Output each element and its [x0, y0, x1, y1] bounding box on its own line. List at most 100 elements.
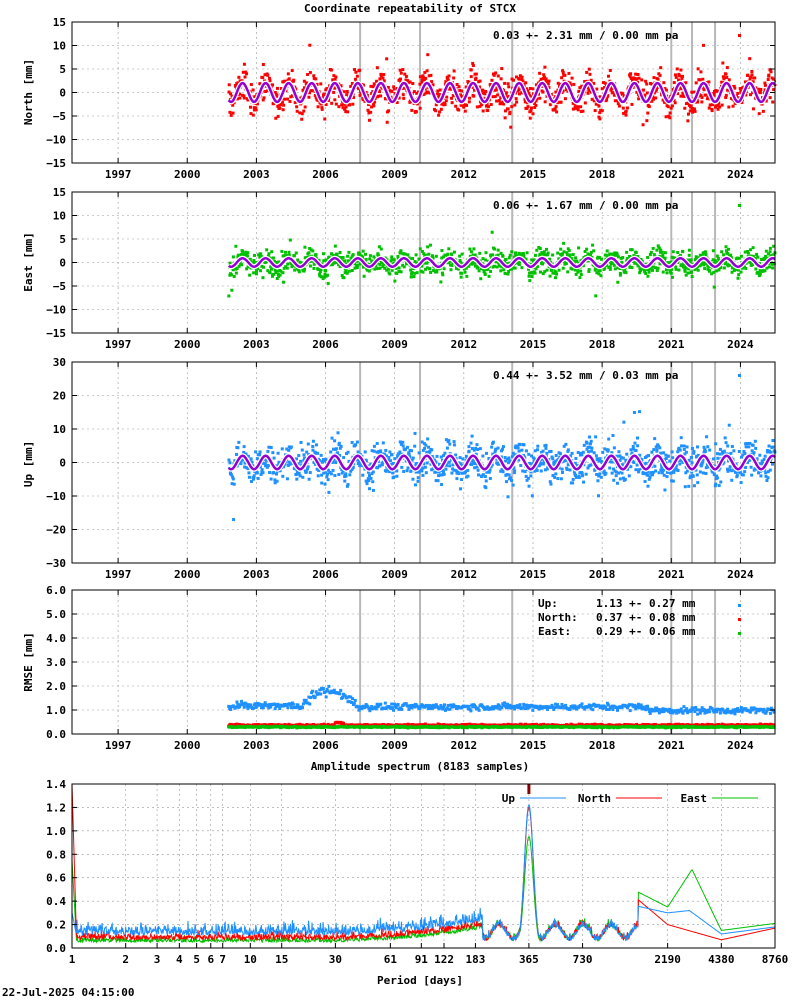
east-data-point [624, 271, 628, 275]
north-data-point [515, 100, 519, 104]
east-data-point [390, 268, 394, 272]
east-data-point [529, 271, 533, 275]
east-data-point [595, 271, 599, 275]
rmse-data-point [238, 704, 242, 708]
up-data-point [539, 462, 543, 466]
east-data-point [477, 269, 481, 273]
up-data-point [740, 455, 744, 459]
up-data-point [369, 462, 373, 466]
east-data-point [574, 256, 578, 260]
north-data-point [704, 93, 708, 97]
rmse-data-point [268, 702, 272, 706]
east-data-point [394, 266, 398, 270]
north-data-point [427, 91, 431, 95]
east-data-point [393, 279, 397, 283]
rmse-data-point [425, 704, 429, 708]
rmse-data-point [611, 708, 615, 712]
rmse-data-point [644, 708, 648, 712]
up-data-point [766, 476, 770, 480]
north-data-point [572, 82, 576, 86]
east-data-point [554, 271, 558, 275]
north-data-point [707, 106, 711, 110]
east-data-point [646, 274, 650, 278]
rmse-data-point [640, 707, 644, 711]
east-data-point [768, 246, 772, 250]
up-data-point [767, 444, 771, 448]
north-data-point [768, 68, 772, 72]
up-data-point [677, 446, 681, 450]
east-data-point [533, 271, 537, 275]
rmse-data-point [636, 702, 640, 706]
up-data-point [406, 445, 410, 449]
north-data-point [497, 99, 501, 103]
east-data-point [716, 256, 720, 260]
north-data-point [436, 89, 440, 93]
rmse-data-point [671, 711, 675, 715]
north-data-point [307, 95, 311, 99]
east-data-point [278, 273, 282, 277]
up-data-point [295, 470, 299, 474]
up-data-point [337, 441, 341, 445]
rmse-data-point [605, 701, 609, 705]
east-data-point [397, 269, 401, 273]
north-data-point [712, 93, 716, 97]
up-data-point [481, 473, 485, 477]
rmse-panel [71, 589, 776, 735]
east-data-point [248, 273, 252, 277]
east-data-point [677, 268, 681, 272]
rmse-data-point [731, 708, 735, 712]
up-data-point [475, 443, 479, 447]
up-data-point [500, 467, 504, 471]
north-data-point [303, 86, 307, 90]
up-data-point [722, 460, 726, 464]
up-data-point [423, 446, 427, 450]
north-data-point [534, 99, 538, 103]
east-data-point [600, 257, 604, 261]
east-data-point [323, 275, 327, 279]
north-data-point [379, 94, 383, 98]
north-data-point [758, 89, 762, 93]
east-data-point [736, 276, 740, 280]
up-data-point [233, 459, 237, 463]
north-data-point [682, 91, 686, 95]
rmse-data-point [768, 711, 772, 715]
rmse-data-point [521, 706, 525, 710]
up-data-point [370, 472, 374, 476]
up-data-point [371, 480, 375, 484]
up-data-point [540, 450, 544, 454]
north-data-point [235, 97, 239, 101]
up-y-tick-label: −10 [46, 490, 66, 503]
north-data-point [753, 76, 757, 80]
north-data-point [586, 91, 590, 95]
east-data-point [476, 266, 480, 270]
up-data-point [306, 465, 310, 469]
up-data-point [692, 484, 696, 488]
up-data-point [316, 474, 320, 478]
up-data-point [603, 447, 607, 451]
rmse-data-point [347, 695, 351, 699]
up-data-point [670, 471, 674, 475]
north-data-point [276, 114, 280, 118]
north-data-point [334, 102, 338, 106]
up-data-point [530, 494, 534, 498]
rmse-data-point [248, 705, 252, 709]
up-data-point [323, 482, 327, 486]
north-data-point [503, 109, 507, 113]
north-data-point [227, 83, 231, 87]
north-data-point [523, 100, 527, 104]
east-data-point [515, 254, 519, 258]
east-data-point [344, 268, 348, 272]
up-data-point [411, 477, 415, 481]
up-data-point [242, 450, 246, 454]
up-data-point [554, 453, 558, 457]
rmse-data-point [307, 695, 311, 699]
up-data-point [527, 484, 531, 488]
north-data-point [474, 76, 478, 80]
up-data-point [336, 451, 340, 455]
north-data-point [274, 116, 278, 120]
east-data-point [275, 261, 279, 265]
north-data-point [370, 105, 374, 109]
up-data-point [607, 437, 611, 441]
up-data-point [530, 462, 534, 466]
rmse-data-point [343, 694, 347, 698]
